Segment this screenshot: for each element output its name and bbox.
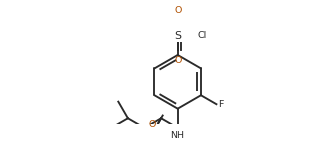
- Text: O: O: [174, 6, 181, 15]
- Text: S: S: [174, 31, 181, 41]
- Text: F: F: [218, 100, 224, 109]
- Text: NH: NH: [170, 131, 184, 140]
- Text: O: O: [148, 120, 156, 129]
- Text: Cl: Cl: [198, 31, 207, 40]
- Text: O: O: [174, 56, 181, 65]
